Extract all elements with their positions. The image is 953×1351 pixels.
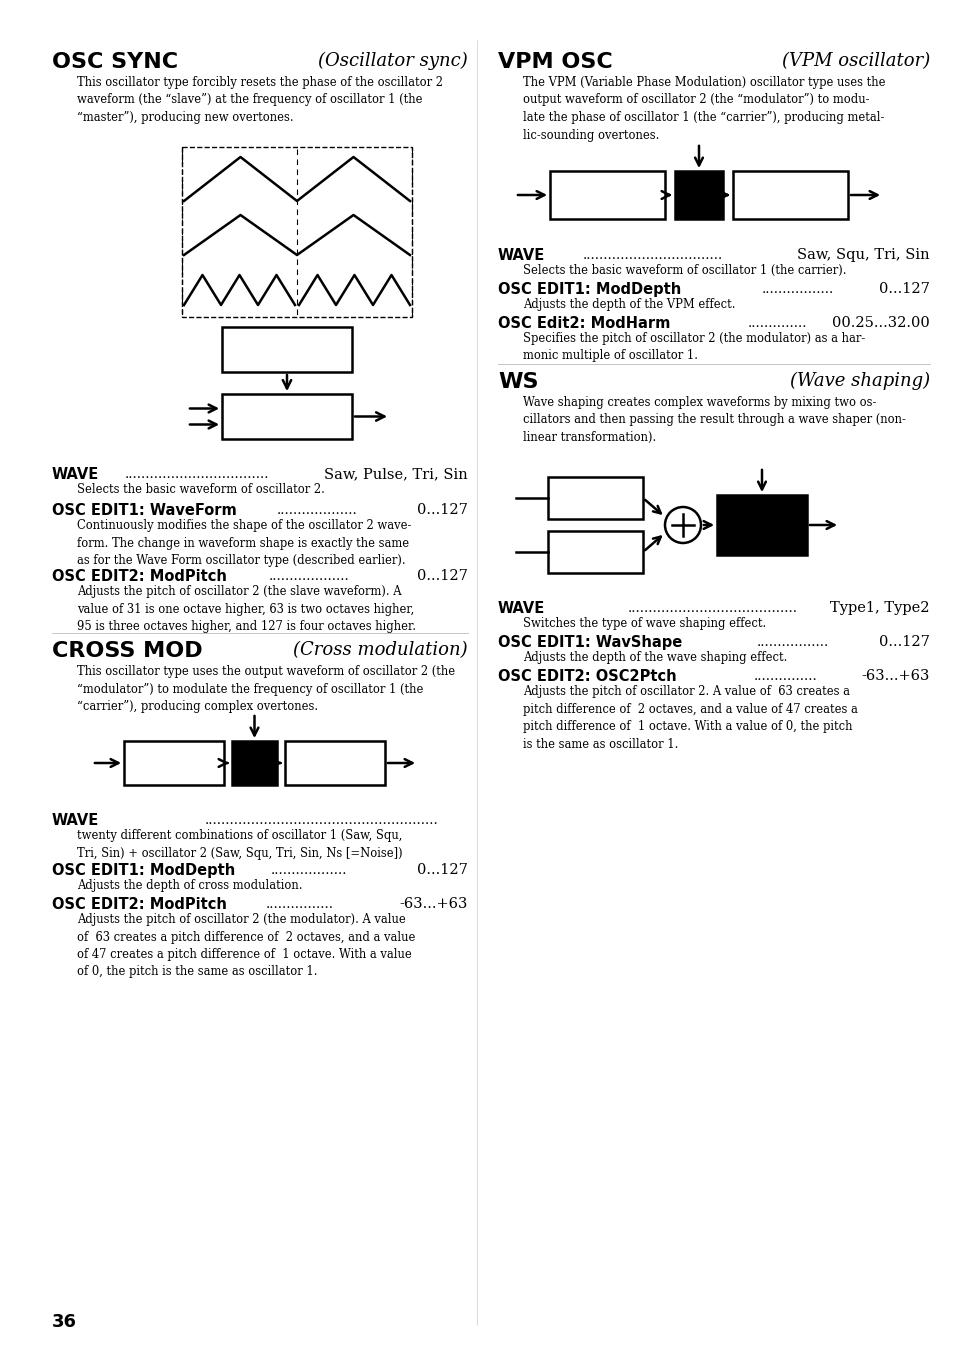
Text: 0...127: 0...127: [879, 282, 929, 296]
Text: 0...127: 0...127: [416, 863, 468, 877]
Text: Saw, Squ, Tri, Sin: Saw, Squ, Tri, Sin: [797, 249, 929, 262]
Text: OSC EDIT2: ModPitch: OSC EDIT2: ModPitch: [52, 897, 227, 912]
Text: -63...+63: -63...+63: [861, 669, 929, 684]
Bar: [675, 172, 722, 219]
Text: VPM OSC: VPM OSC: [497, 51, 612, 72]
Text: WS: WS: [497, 372, 537, 392]
Text: OSC EDIT1: WaveForm: OSC EDIT1: WaveForm: [52, 503, 236, 517]
Text: ..................................: ..................................: [125, 467, 269, 481]
Text: WAVE: WAVE: [497, 601, 545, 616]
Text: ..................: ..................: [271, 865, 347, 877]
Bar: [547, 477, 642, 519]
Text: WAVE: WAVE: [52, 813, 99, 828]
Text: ...................: ...................: [269, 570, 349, 584]
Text: ..............: ..............: [747, 317, 807, 330]
Text: twenty different combinations of oscillator 1 (Saw, Squ,
Tri, Sin) + oscillator : twenty different combinations of oscilla…: [77, 830, 402, 859]
Text: The VPM (Variable Phase Modulation) oscillator type uses the
output waveform of : The VPM (Variable Phase Modulation) osci…: [522, 76, 884, 142]
Text: Continuously modifies the shape of the oscillator 2 wave-
form. The change in wa: Continuously modifies the shape of the o…: [77, 519, 411, 567]
Bar: [732, 172, 847, 219]
Text: (Oscillator sync): (Oscillator sync): [318, 51, 468, 70]
Text: Adjusts the depth of cross modulation.: Adjusts the depth of cross modulation.: [77, 880, 302, 892]
Text: 0...127: 0...127: [416, 503, 468, 517]
Text: Wave shaping creates complex waveforms by mixing two os-
cillators and then pass: Wave shaping creates complex waveforms b…: [522, 396, 905, 444]
Bar: [222, 394, 352, 439]
Text: 00.25...32.00: 00.25...32.00: [831, 316, 929, 330]
Text: Adjusts the pitch of oscillator 2. A value of  63 creates a
pitch difference of : Adjusts the pitch of oscillator 2. A val…: [522, 685, 857, 751]
Text: Switches the type of wave shaping effect.: Switches the type of wave shaping effect…: [522, 617, 765, 630]
Text: This oscillator type uses the output waveform of oscillator 2 (the
“modulator”) : This oscillator type uses the output wav…: [77, 665, 455, 713]
Text: OSC EDIT2: ModPitch: OSC EDIT2: ModPitch: [52, 569, 227, 584]
Text: OSC Edit2: ModHarm: OSC Edit2: ModHarm: [497, 316, 670, 331]
Text: Specifies the pitch of oscillator 2 (the modulator) as a har-
monic multiple of : Specifies the pitch of oscillator 2 (the…: [522, 332, 864, 362]
Bar: [232, 740, 276, 785]
Bar: [717, 494, 806, 555]
Text: (Cross modulation): (Cross modulation): [294, 640, 468, 659]
Bar: [222, 327, 352, 372]
Text: .......................................................: ........................................…: [205, 815, 438, 827]
Text: CROSS MOD: CROSS MOD: [52, 640, 202, 661]
Text: Adjusts the pitch of oscillator 2 (the modulator). A value
of  63 creates a pitc: Adjusts the pitch of oscillator 2 (the m…: [77, 913, 415, 978]
Text: ................: ................: [266, 898, 334, 911]
Text: .................................: .................................: [582, 249, 722, 262]
Bar: [285, 740, 385, 785]
Text: Adjusts the pitch of oscillator 2 (the slave waveform). A
value of 31 is one oct: Adjusts the pitch of oscillator 2 (the s…: [77, 585, 416, 634]
Text: WAVE: WAVE: [52, 467, 99, 482]
Text: .................: .................: [761, 282, 833, 296]
Text: OSC EDIT1: ModDepth: OSC EDIT1: ModDepth: [52, 863, 235, 878]
Text: This oscillator type forcibly resets the phase of the oscillator 2
waveform (the: This oscillator type forcibly resets the…: [77, 76, 442, 124]
Text: WAVE: WAVE: [497, 249, 545, 263]
Text: OSC EDIT1: ModDepth: OSC EDIT1: ModDepth: [497, 282, 680, 297]
Text: Adjusts the depth of the wave shaping effect.: Adjusts the depth of the wave shaping ef…: [522, 651, 786, 663]
Text: ...............: ...............: [753, 670, 817, 684]
Text: OSC EDIT1: WavShape: OSC EDIT1: WavShape: [497, 635, 681, 650]
Text: 0...127: 0...127: [879, 635, 929, 648]
Text: Adjusts the depth of the VPM effect.: Adjusts the depth of the VPM effect.: [522, 299, 735, 311]
Bar: [124, 740, 224, 785]
Text: Saw, Pulse, Tri, Sin: Saw, Pulse, Tri, Sin: [324, 467, 468, 481]
Text: Selects the basic waveform of oscillator 2.: Selects the basic waveform of oscillator…: [77, 484, 325, 496]
Text: OSC EDIT2: OSC2Ptch: OSC EDIT2: OSC2Ptch: [497, 669, 676, 684]
Text: Type1, Type2: Type1, Type2: [830, 601, 929, 615]
Text: .................: .................: [756, 636, 828, 648]
Bar: [547, 531, 642, 573]
Text: 0...127: 0...127: [416, 569, 468, 584]
Text: ...................: ...................: [276, 504, 357, 517]
Text: 36: 36: [52, 1313, 77, 1331]
Text: Selects the basic waveform of oscillator 1 (the carrier).: Selects the basic waveform of oscillator…: [522, 263, 845, 277]
Text: OSC SYNC: OSC SYNC: [52, 51, 178, 72]
Bar: [550, 172, 664, 219]
Text: (VPM oscillator): (VPM oscillator): [781, 51, 929, 70]
Text: (Wave shaping): (Wave shaping): [789, 372, 929, 390]
Text: ........................................: ........................................: [627, 603, 797, 615]
Text: -63...+63: -63...+63: [399, 897, 468, 911]
